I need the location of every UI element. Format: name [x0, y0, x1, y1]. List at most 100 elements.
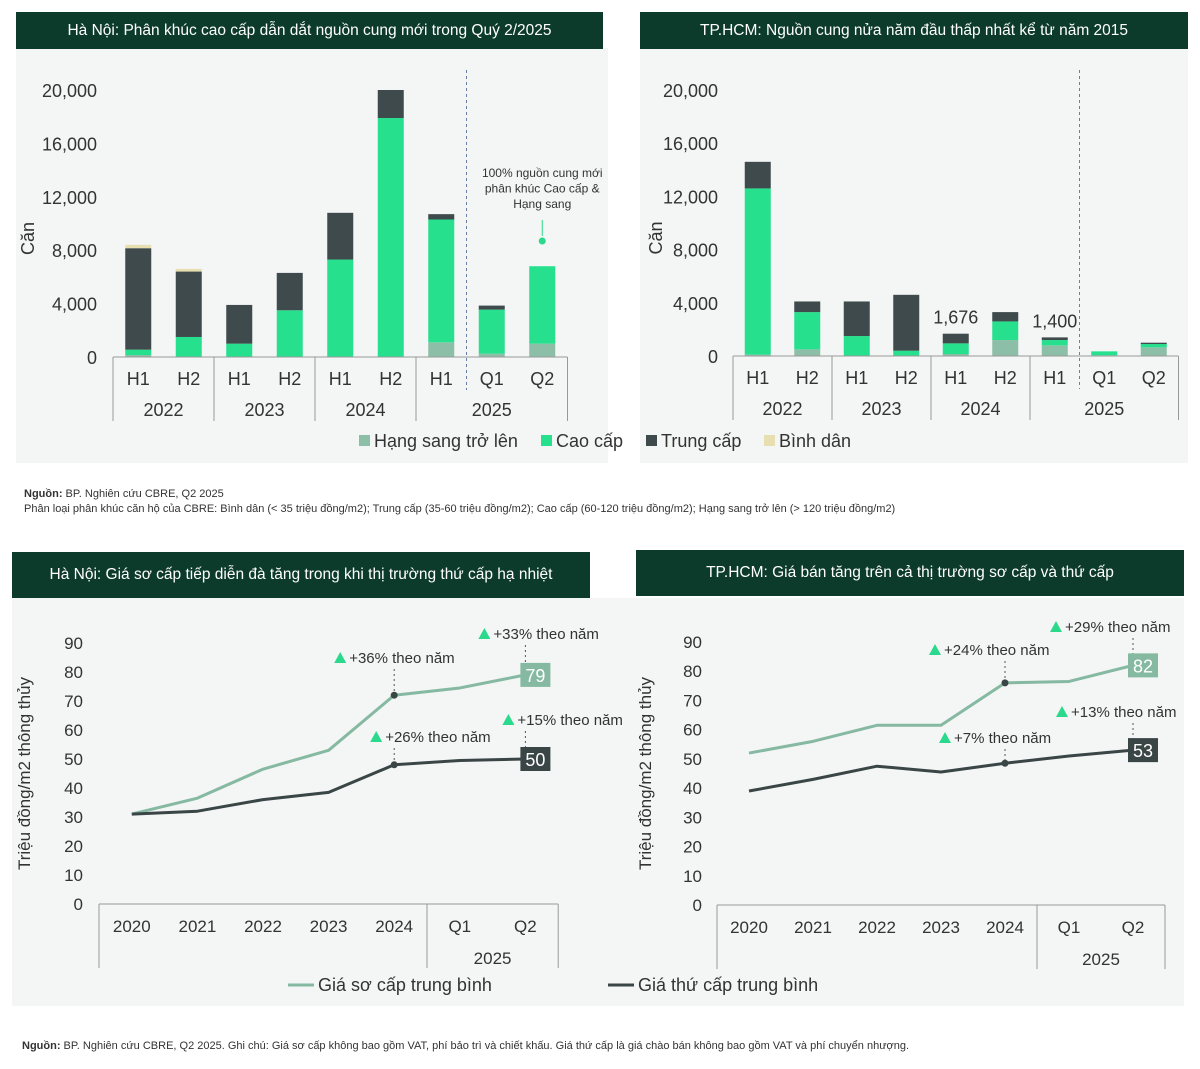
legend-label: Trung cấp — [661, 431, 741, 451]
y-tick-label: 4,000 — [673, 294, 718, 314]
x-tick-label: H1 — [746, 368, 769, 388]
x-tick-label: Q2 — [1122, 918, 1145, 937]
end-value-box — [520, 747, 551, 771]
y-tick-label: 16,000 — [663, 134, 718, 154]
x-tick-label: 2024 — [986, 918, 1024, 937]
y-tick-label: 60 — [683, 721, 702, 740]
annotation-dot — [390, 761, 398, 769]
x-group-label: 2023 — [861, 399, 901, 419]
x-tick-label: Q2 — [530, 369, 554, 389]
annotation-dot — [1001, 759, 1009, 767]
x-tick-label: H1 — [430, 369, 453, 389]
annotation-text: Hạng sang — [513, 197, 571, 211]
y-tick-label: 90 — [64, 634, 83, 653]
source-note-2: Nguồn: BP. Nghiên cứu CBRE, Q2 2025. Ghi… — [22, 1039, 909, 1054]
y-tick-label: 12,000 — [42, 188, 97, 208]
bar-segment — [992, 321, 1019, 341]
chart-hn-price: 0 10 20 30 40 50 60 70 80 90 Triệu đồng/m2 thông t… — [15, 626, 623, 968]
triangle-up-icon — [502, 714, 515, 725]
source-text: BP. Nghiên cứu CBRE, Q2 2025 — [62, 488, 224, 500]
end-value-label: 50 — [525, 750, 545, 770]
bar-segment — [794, 301, 821, 313]
triangle-up-icon — [478, 628, 491, 639]
bar-segment — [125, 349, 152, 355]
y-tick-label: 8,000 — [52, 241, 97, 261]
annotation-text: +26% theo năm — [385, 729, 491, 746]
header-hn-supply: Hà Nội: Phân khúc cao cấp dẫn dắt nguồn … — [16, 12, 603, 49]
legend-label: Hạng sang trở lên — [374, 431, 518, 451]
bar-segment — [529, 343, 556, 357]
bar-segment — [744, 188, 771, 355]
y-tick-label: 40 — [683, 779, 702, 798]
x-tick-label: H2 — [994, 368, 1017, 388]
x-tick-label: 2023 — [922, 918, 960, 937]
end-value-label: 53 — [1133, 741, 1153, 761]
y-tick-label: 10 — [683, 867, 702, 886]
bar-segment — [276, 310, 303, 357]
annotation-text: +15% theo năm — [517, 712, 623, 729]
x-group-label: 2023 — [244, 400, 284, 420]
x-tick-label: H2 — [278, 369, 301, 389]
bar-segment — [226, 343, 253, 357]
source-note-1: Nguồn: BP. Nghiên cứu CBRE, Q2 2025 Phân… — [24, 487, 895, 517]
panel-hn-supply — [16, 48, 608, 463]
y-tick-label: 80 — [64, 663, 83, 682]
x-group-label: 2022 — [762, 399, 802, 419]
x-tick-label: 2021 — [178, 917, 216, 936]
y-tick-label: 16,000 — [42, 134, 97, 154]
end-value-box — [1128, 653, 1158, 678]
bar-segment — [327, 259, 354, 357]
chart-hcm-supply: 0 4,000 8,000 12,000 16,000 20,000 Căn H1 H2 H1 H2… — [646, 70, 1179, 420]
bar-segment — [428, 342, 455, 357]
bar-segment — [942, 354, 969, 356]
y-tick-label: 30 — [64, 808, 83, 827]
bar-segment — [175, 336, 202, 357]
bar-segment — [942, 343, 969, 355]
legend-label: Giá sơ cấp trung bình — [318, 975, 492, 995]
bar-segment — [1140, 344, 1167, 348]
x-tick-label: H1 — [228, 369, 251, 389]
price-legend: Giá sơ cấp trung bình Giá thứ cấp trung b… — [288, 975, 818, 995]
y-tick-label: 4,000 — [52, 295, 97, 315]
y-axis-label: Triệu đồng/m2 thông thủy — [636, 676, 655, 870]
annotation-dot — [390, 691, 398, 699]
x-group-label: 2025 — [1084, 399, 1124, 419]
bar-segment — [843, 301, 870, 337]
end-value-label: 82 — [1133, 656, 1153, 676]
series-line — [748, 663, 1134, 755]
y-axis-label: Căn — [646, 221, 666, 254]
x-tick-label: Q1 — [448, 917, 471, 936]
bar-segment — [276, 272, 303, 311]
bar-segment — [175, 268, 202, 272]
annotation-text: +36% theo năm — [349, 650, 455, 667]
bar-segment — [428, 219, 455, 343]
x-tick-label: H1 — [329, 369, 352, 389]
bar-segment — [1041, 340, 1068, 346]
x-tick-label: H1 — [127, 369, 150, 389]
series-line — [131, 673, 526, 816]
y-tick-label: 50 — [64, 750, 83, 769]
x-tick-label: Q1 — [1092, 368, 1116, 388]
y-axis-label: Căn — [18, 222, 38, 255]
source-label: Nguồn: — [24, 488, 63, 500]
annotation-dot — [1001, 679, 1009, 687]
bar-segment — [478, 353, 505, 357]
y-tick-label: 20,000 — [42, 81, 97, 101]
legend-swatch — [541, 435, 552, 446]
bar-segment — [478, 305, 505, 310]
y-tick-label: 0 — [87, 348, 97, 368]
end-value-box — [520, 662, 551, 687]
x-tick-label: 2022 — [858, 918, 896, 937]
bar-segment — [478, 309, 505, 354]
bar-segment — [992, 340, 1019, 356]
y-tick-label: 70 — [683, 691, 702, 710]
bar-segment — [744, 354, 771, 356]
x-tick-label: H2 — [379, 369, 402, 389]
bar-segment — [744, 161, 771, 189]
source-label: Nguồn: — [22, 1040, 61, 1052]
data-label: 1,676 — [933, 308, 978, 328]
annotation-dot — [538, 237, 546, 245]
annotation-text: +7% theo năm — [954, 730, 1051, 747]
y-tick-label: 70 — [64, 692, 83, 711]
